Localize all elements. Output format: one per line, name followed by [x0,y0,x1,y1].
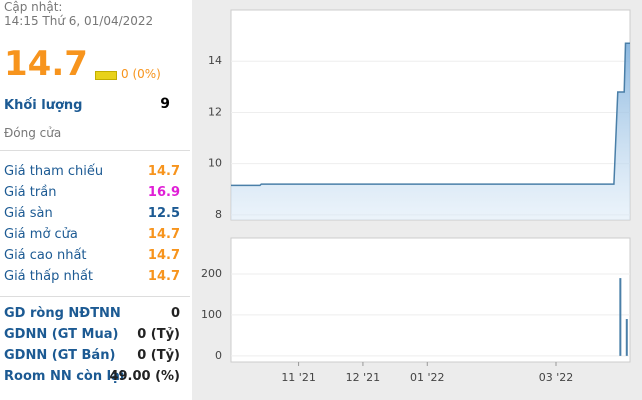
price-change: 0 (0%) [121,67,161,81]
row-value: 0 [170,306,180,321]
volume-bar [625,319,628,356]
volume-label: Khối lượng [4,98,83,113]
y-tick-label: 0 [215,349,222,362]
row-label: Giá cao nhất [4,248,87,263]
row-value: 0 (Tỷ) [137,327,180,342]
row-label: Room NN còn lại [4,369,125,384]
flat-icon [95,71,117,80]
row-label: GDNN (GT Mua) [4,327,119,342]
row-label: Giá thấp nhất [4,269,94,284]
y-tick-label: 200 [201,267,222,280]
row-label: GD ròng NĐTNN [4,306,121,321]
row-label: Giá sàn [4,206,53,221]
y-tick-label: 10 [208,157,222,170]
row-value: 14.7 [147,248,180,263]
price: 14.7 [4,44,88,84]
x-tick-label: 01 '22 [410,371,445,384]
charts: 8 10 12 14 0 100 200 11 '21 12 '21 01 '22 03 '22 [201,9,631,384]
row-value: 49.00 (%) [109,369,180,384]
y-tick-label: 14 [208,54,222,67]
row-value: 14.7 [147,269,180,284]
separator [0,296,190,297]
y-tick-label: 8 [215,208,222,221]
row-label: Giá mở cửa [4,227,78,242]
y-tick-label: 100 [201,308,222,321]
row-value: 12.5 [147,206,180,221]
x-tick-label: 03 '22 [539,371,574,384]
x-tick-label: 12 '21 [346,371,381,384]
x-tick-label: 11 '21 [281,371,316,384]
volume-bar [619,278,622,356]
row-label: Giá trần [4,185,57,200]
y-tick-label: 12 [208,105,222,118]
close-label: Đóng cửa [4,126,62,140]
row-label: GDNN (GT Bán) [4,348,116,363]
row-value: 14.7 [147,227,180,242]
update-label: Cập nhật: [4,0,63,14]
update-time: 14:15 Thứ 6, 01/04/2022 [4,14,154,28]
price-line [231,42,630,187]
separator [0,150,190,151]
row-value: 0 (Tỷ) [137,348,180,363]
row-value: 16.9 [147,185,180,200]
volume-value: 9 [160,96,170,112]
plot-area [230,237,631,363]
info-panel: Cập nhật: 14:15 Thứ 6, 01/04/2022 14.7 0… [0,0,192,400]
row-label: Giá tham chiếu [4,164,104,179]
row-value: 14.7 [147,164,180,179]
